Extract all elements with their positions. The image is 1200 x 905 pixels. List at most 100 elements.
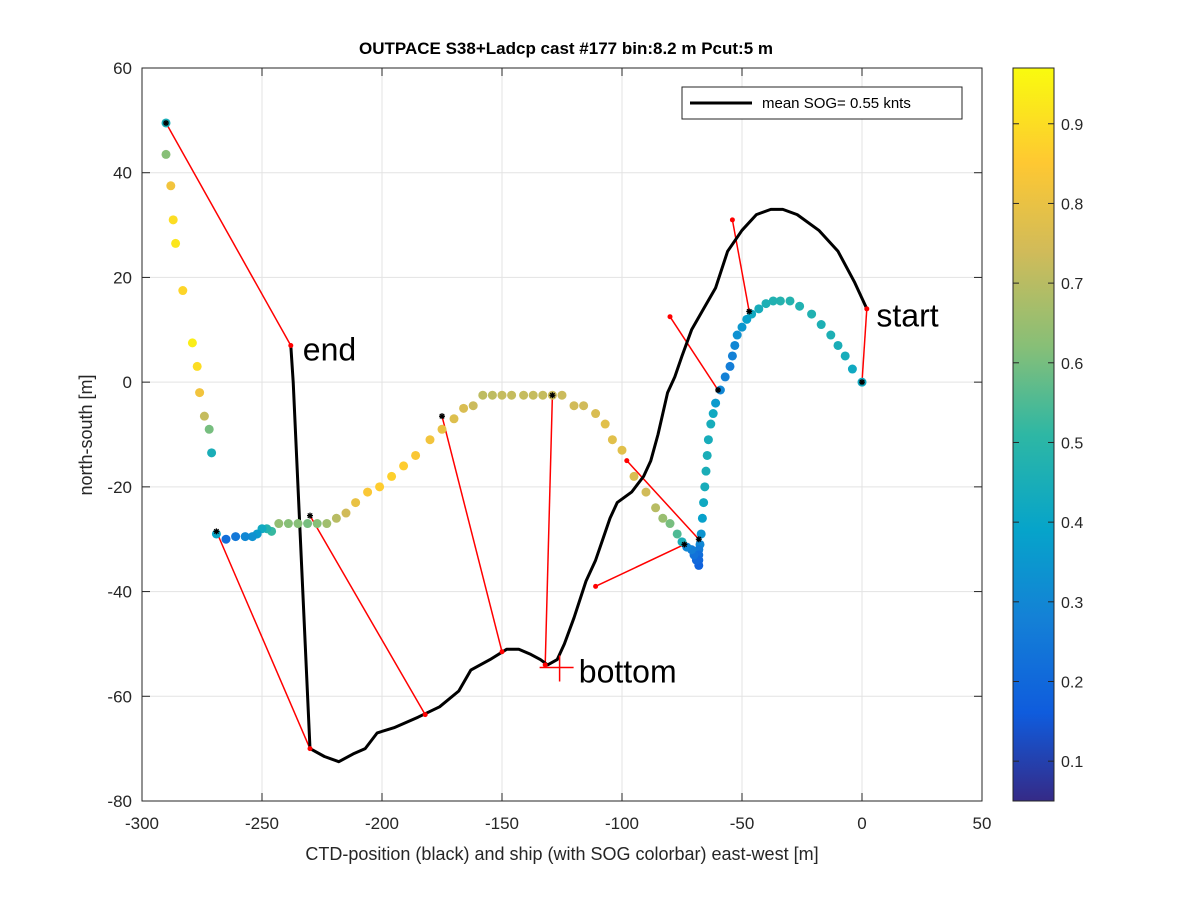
ship-point [187, 338, 197, 348]
ship-point [600, 419, 610, 429]
x-tick-label: -250 [245, 814, 279, 833]
annotation-label: end [303, 332, 356, 368]
ship-point [487, 390, 497, 400]
profile-link-line [165, 122, 292, 346]
ctd-link-marker [307, 746, 313, 752]
ship-point [221, 534, 231, 544]
ship-point [528, 390, 538, 400]
ship-point [826, 330, 836, 340]
ctd-track-line [289, 207, 869, 764]
ship-point [240, 532, 250, 542]
ship-point [231, 532, 241, 542]
ship-point [702, 450, 712, 460]
ship-link-star [163, 119, 169, 126]
ship-link-star [746, 308, 753, 315]
x-axis-label: CTD-position (black) and ship (with SOG … [305, 844, 818, 864]
y-tick-label: -20 [107, 478, 132, 497]
ship-point [795, 301, 805, 311]
ship-point [629, 471, 639, 481]
profile-links [165, 122, 868, 749]
colorbar-tick-label: 0.5 [1061, 435, 1083, 452]
ship-point [204, 424, 214, 434]
ship-link-star [439, 413, 445, 420]
profile-link-line [215, 531, 311, 749]
ship-point [706, 419, 716, 429]
ship-point [725, 361, 735, 371]
ship-point [807, 309, 817, 319]
axis-ticks [141, 67, 983, 802]
ship-point [708, 409, 718, 419]
y-tick-label: -80 [107, 792, 132, 811]
ship-point [192, 361, 202, 371]
ctd-link-marker [422, 712, 428, 718]
ship-point [274, 519, 284, 529]
plot-area [142, 68, 982, 801]
ship-point [732, 330, 742, 340]
colorbar-tick-label: 0.1 [1061, 754, 1083, 771]
ship-point [727, 351, 737, 361]
colorbar-tick-label: 0.4 [1061, 515, 1083, 532]
ctd-link-marker [288, 342, 294, 348]
ship-point [425, 435, 435, 445]
ship-point [375, 482, 385, 492]
ship-point [701, 466, 711, 476]
profile-link-line [544, 395, 554, 665]
x-tick-label: -300 [125, 814, 159, 833]
ship-point [478, 390, 488, 400]
ship-point [293, 519, 303, 529]
ctd-link-marker [499, 649, 505, 655]
grid [141, 67, 983, 802]
y-tick-label: 0 [123, 373, 132, 392]
colorbar-tick-label: 0.2 [1061, 674, 1083, 691]
x-tick-label: -100 [605, 814, 639, 833]
ctd-link-marker [624, 458, 630, 464]
ship-point [833, 340, 843, 350]
ship-point [459, 403, 469, 413]
ship-point [569, 401, 579, 411]
y-tick-labels: -80 -60 -40 -20 0 20 40 60 [107, 59, 132, 811]
ship-point [207, 448, 217, 458]
ship-point [247, 532, 257, 542]
ship-point [166, 181, 176, 191]
ship-point [847, 364, 857, 374]
colorbar-ticks: 0.1 0.2 0.3 0.4 0.5 0.6 0.7 0.8 0.9 [1013, 117, 1083, 771]
ship-point [399, 461, 409, 471]
profile-link-line [861, 308, 868, 383]
ship-point [312, 519, 322, 529]
colorbar-tick-label: 0.3 [1061, 595, 1083, 612]
bottom-marker [539, 655, 574, 682]
ship-point [703, 435, 713, 445]
ship-point [168, 215, 178, 225]
ship-link-star [859, 379, 865, 386]
colorbar-tick-label: 0.8 [1061, 196, 1083, 213]
colorbar-gradient [1012, 67, 1055, 802]
ship-point [730, 340, 740, 350]
ship-link-star [213, 528, 220, 535]
ship-point [411, 450, 421, 460]
ctd-link-marker [729, 217, 735, 223]
profile-link-line [595, 543, 685, 588]
ship-point [341, 508, 351, 518]
ship-point [322, 519, 332, 529]
ship-point [761, 299, 771, 309]
ship-link-star [307, 512, 313, 519]
y-tick-label: 60 [113, 59, 132, 78]
profile-link-line [441, 415, 503, 652]
legend: mean SOG= 0.55 knts [681, 86, 963, 120]
ship-point [538, 390, 548, 400]
ship-point [449, 414, 459, 424]
x-tick-label: -200 [365, 814, 399, 833]
ship-point [303, 519, 313, 529]
x-tick-labels: -300 -250 -200 -150 -100 -50 0 50 [125, 814, 991, 833]
ship-point [754, 304, 764, 314]
ship-link-star [549, 392, 556, 399]
ship-point [497, 390, 507, 400]
profile-link-line [731, 219, 750, 312]
ship-point [711, 398, 721, 408]
x-tick-label: 50 [973, 814, 992, 833]
ship-point [195, 388, 205, 398]
ship-point [607, 435, 617, 445]
ship-point [840, 351, 850, 361]
